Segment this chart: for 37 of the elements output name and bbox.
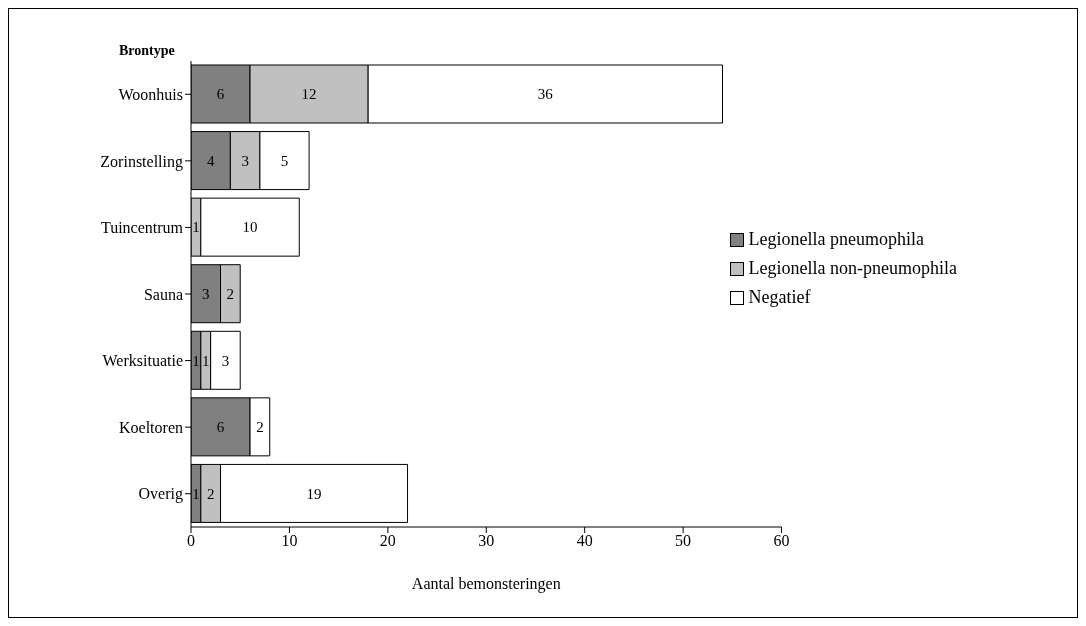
y-tick-label: Tuincentrum xyxy=(100,219,184,237)
data-label: 36 xyxy=(537,86,554,103)
x-tick-label: 20 xyxy=(379,532,396,550)
data-label: 1 xyxy=(192,219,200,236)
legend-label: Legionella pneumophila xyxy=(748,229,924,250)
x-tick-label: 10 xyxy=(281,532,298,550)
data-label: 3 xyxy=(241,152,249,169)
data-label: 6 xyxy=(216,86,225,103)
data-label: 10 xyxy=(242,219,258,236)
data-label: 2 xyxy=(226,286,235,303)
data-label: 4 xyxy=(206,152,215,169)
y-tick-label: Sauna xyxy=(143,285,183,303)
x-axis-title: Aantal bemonsteringen xyxy=(411,575,561,593)
legend-label: Negatief xyxy=(748,287,811,308)
data-label: 2 xyxy=(206,485,215,502)
x-tick-label: 30 xyxy=(478,532,495,550)
y-tick-label: Werksituatie xyxy=(102,352,183,370)
y-tick-label: Woonhuis xyxy=(118,85,183,103)
x-tick-label: 40 xyxy=(576,532,593,550)
data-label: 3 xyxy=(221,352,230,369)
y-tick-label: Overig xyxy=(138,485,183,504)
y-tick-label: Zorinstelling xyxy=(100,152,183,171)
legend-label: Legionella non-pneumophila xyxy=(748,258,957,279)
data-label: 1 xyxy=(202,352,210,369)
data-label: 12 xyxy=(301,86,317,103)
y-tick-label: Koeltoren xyxy=(119,418,183,436)
data-label: 2 xyxy=(256,419,264,436)
data-label: 1 xyxy=(192,485,200,502)
x-tick-label: 50 xyxy=(675,532,692,550)
data-label: 19 xyxy=(306,485,322,502)
x-tick-label: 60 xyxy=(773,532,790,550)
data-label: 3 xyxy=(202,286,210,303)
data-label: 6 xyxy=(216,419,225,436)
data-label: 1 xyxy=(192,352,200,369)
y-axis-title: Brontype xyxy=(119,43,175,59)
x-tick-label: 0 xyxy=(187,532,195,550)
data-label: 5 xyxy=(280,152,289,169)
